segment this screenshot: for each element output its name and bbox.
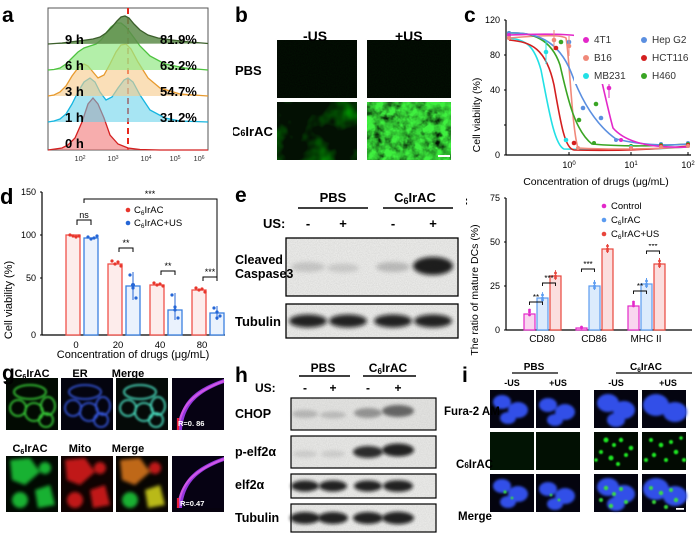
- svg-text:Cell viability (%): Cell viability (%): [471, 78, 483, 153]
- svg-text:Tubulin: Tubulin: [235, 511, 279, 525]
- svg-text:B16: B16: [594, 53, 612, 64]
- svg-text:Caspase3: Caspase3: [235, 267, 293, 281]
- svg-text:0 h: 0 h: [65, 136, 84, 151]
- svg-text:elf2α: elf2α: [235, 478, 265, 492]
- svg-text:The ratio of mature DCs (%): The ratio of mature DCs (%): [469, 224, 481, 355]
- svg-text:120: 120: [485, 15, 500, 25]
- svg-text:150: 150: [21, 187, 36, 197]
- svg-text:3 h: 3 h: [65, 84, 84, 99]
- svg-text:C6IrAC+US: C6IrAC+US: [134, 218, 182, 230]
- svg-text:50: 50: [490, 237, 500, 247]
- svg-text:CD86: CD86: [581, 334, 607, 345]
- svg-text:-US: -US: [504, 378, 520, 388]
- svg-text:31.2%: 31.2%: [160, 110, 197, 125]
- svg-text:50: 50: [26, 273, 36, 283]
- svg-text:+: +: [429, 216, 437, 231]
- svg-text:-: -: [366, 381, 370, 395]
- svg-text:105: 105: [169, 154, 180, 163]
- svg-text:H460: H460: [652, 71, 676, 82]
- svg-text:9 h: 9 h: [65, 32, 84, 47]
- svg-text:Cleaved: Cleaved: [235, 253, 283, 267]
- svg-text:0: 0: [495, 325, 500, 335]
- svg-text:**: **: [637, 282, 643, 291]
- svg-text:-: -: [391, 216, 395, 231]
- svg-text:R=0.47: R=0.47: [180, 499, 204, 508]
- svg-text:25: 25: [490, 281, 500, 291]
- svg-text:***: ***: [583, 260, 592, 269]
- svg-text:0: 0: [31, 330, 36, 340]
- svg-text:p-elf2α: p-elf2α: [235, 445, 276, 459]
- svg-text:104: 104: [140, 154, 151, 163]
- svg-text:1 h: 1 h: [65, 110, 84, 125]
- svg-text:CD80: CD80: [529, 334, 555, 345]
- svg-text:PBS: PBS: [311, 361, 336, 375]
- svg-text:106: 106: [193, 154, 204, 163]
- svg-text:+: +: [329, 381, 336, 395]
- svg-text:+US: +US: [659, 378, 677, 388]
- svg-text:C6IrAC: C6IrAC: [369, 361, 408, 376]
- svg-text:81.9%: 81.9%: [160, 32, 197, 47]
- svg-text:40: 40: [490, 85, 500, 95]
- svg-text:C6IrAC: C6IrAC: [12, 443, 47, 456]
- svg-text:Cell viability (%): Cell viability (%): [3, 261, 15, 339]
- svg-text:0: 0: [495, 150, 500, 160]
- svg-text:**: **: [164, 261, 172, 271]
- svg-text:6 h: 6 h: [65, 58, 84, 73]
- svg-text:54.7%: 54.7%: [160, 84, 197, 99]
- svg-text:103: 103: [107, 154, 118, 163]
- svg-text:+: +: [339, 216, 347, 231]
- svg-text:PBS: PBS: [524, 362, 545, 373]
- svg-text:PBS: PBS: [320, 190, 347, 205]
- svg-text:Concentration of drugs (μg/mL): Concentration of drugs (μg/mL): [523, 176, 669, 188]
- svg-text:Mito: Mito: [69, 443, 92, 455]
- svg-text:102: 102: [74, 154, 85, 163]
- svg-text:80: 80: [490, 50, 500, 60]
- svg-text:R=0. 86: R=0. 86: [178, 419, 204, 428]
- svg-text:-: -: [306, 216, 310, 231]
- svg-text:100: 100: [21, 230, 36, 240]
- svg-text:C6IrAC: C6IrAC: [611, 215, 641, 227]
- svg-text:***: ***: [544, 274, 553, 283]
- svg-text:MB231: MB231: [594, 71, 626, 82]
- svg-text:C6IrAC: C6IrAC: [630, 362, 662, 374]
- svg-text:Hep G2: Hep G2: [652, 35, 687, 46]
- svg-text:-US: -US: [608, 378, 624, 388]
- svg-text:+: +: [394, 381, 401, 395]
- svg-text:**: **: [533, 293, 539, 302]
- svg-text:C6IrAC: C6IrAC: [134, 205, 164, 217]
- svg-text:-: -: [303, 381, 307, 395]
- svg-text:ns: ns: [79, 210, 89, 220]
- svg-text:***: ***: [145, 189, 156, 199]
- svg-text:HCT116: HCT116: [652, 53, 689, 64]
- svg-text:**: **: [122, 238, 130, 248]
- svg-text:C6IrAC: C6IrAC: [394, 190, 436, 206]
- svg-text:***: ***: [205, 267, 216, 277]
- svg-text:MHC II: MHC II: [630, 334, 661, 345]
- svg-text:CHOP: CHOP: [235, 407, 271, 421]
- svg-text:4T1: 4T1: [594, 35, 612, 46]
- svg-text:102: 102: [681, 160, 695, 170]
- svg-text:US:: US:: [263, 216, 285, 231]
- svg-text:+US: +US: [549, 378, 567, 388]
- svg-text:US:: US:: [255, 381, 276, 395]
- svg-text:Merge: Merge: [112, 443, 144, 455]
- svg-text:101: 101: [624, 160, 638, 170]
- svg-text:63.2%: 63.2%: [160, 58, 197, 73]
- svg-text:Tubulin: Tubulin: [235, 314, 281, 329]
- svg-text:100: 100: [562, 160, 576, 170]
